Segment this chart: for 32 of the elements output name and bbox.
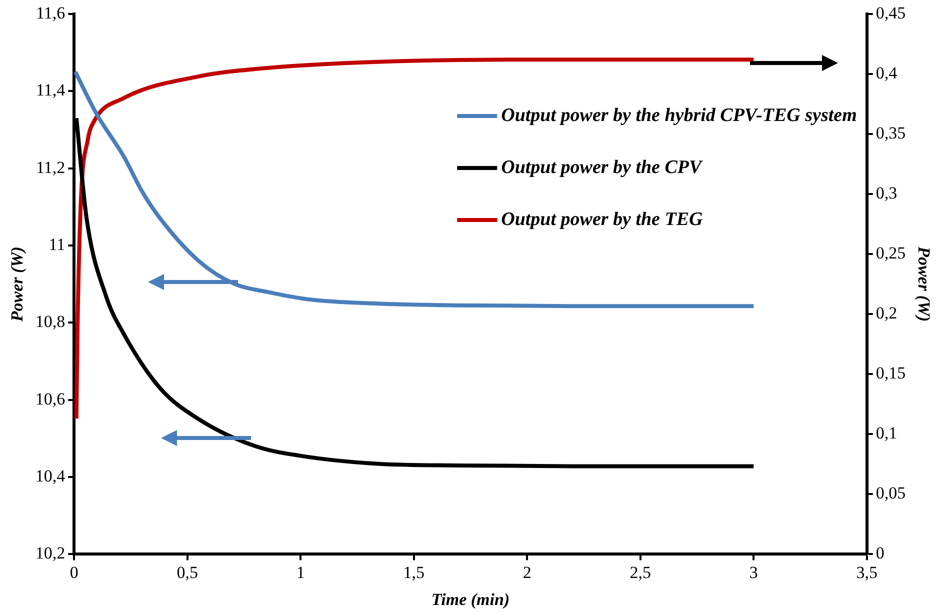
x-tick-label: 2 (522, 562, 532, 582)
legend-label: Output power by the CPV (501, 156, 704, 178)
y2-tick-label: 0,05 (876, 484, 906, 503)
x-tick-label: 0,5 (176, 562, 198, 582)
x-tick-label: 3 (749, 562, 758, 582)
x-axis-title: Time (min) (431, 590, 510, 610)
y2-tick-label: 0,35 (876, 124, 906, 143)
y2-tick-label: 0 (876, 544, 884, 563)
y-tick-label: 10,2 (35, 544, 66, 563)
y-tick-label: 10,4 (35, 466, 66, 486)
legend-label: Output power by the TEG (501, 208, 704, 230)
x-tick-label: 2,5 (630, 562, 651, 582)
y-tick-label: 10,8 (35, 312, 66, 332)
y2-tick-label: 0,3 (876, 184, 898, 203)
y-tick-label: 11 (48, 234, 66, 254)
y-axis-title: Power (W) (8, 246, 27, 323)
y2-tick-label: 0,45 (876, 3, 906, 22)
y-tick-label: 10,6 (35, 389, 66, 408)
x-tick-label: 3,5 (856, 562, 878, 582)
y2-tick-label: 0,1 (876, 424, 898, 443)
y2-tick-label: 0,4 (876, 63, 898, 82)
y-tick-label: 11,2 (36, 158, 66, 177)
y-tick-label: 11,6 (36, 3, 66, 22)
x-tick-label: 1 (296, 562, 305, 582)
y2-tick-label: 0,25 (876, 244, 906, 263)
y2-axis-title: Power (W) (914, 246, 934, 322)
x-tick-label: 0 (70, 562, 78, 582)
y2-tick-label: 0,2 (876, 304, 898, 323)
x-tick-label: 1,5 (403, 562, 425, 582)
y-tick-label: 11,4 (36, 80, 66, 100)
y2-tick-label: 0,15 (876, 364, 906, 383)
legend-label: Output power by the hybrid CPV-TEG system (501, 104, 857, 126)
